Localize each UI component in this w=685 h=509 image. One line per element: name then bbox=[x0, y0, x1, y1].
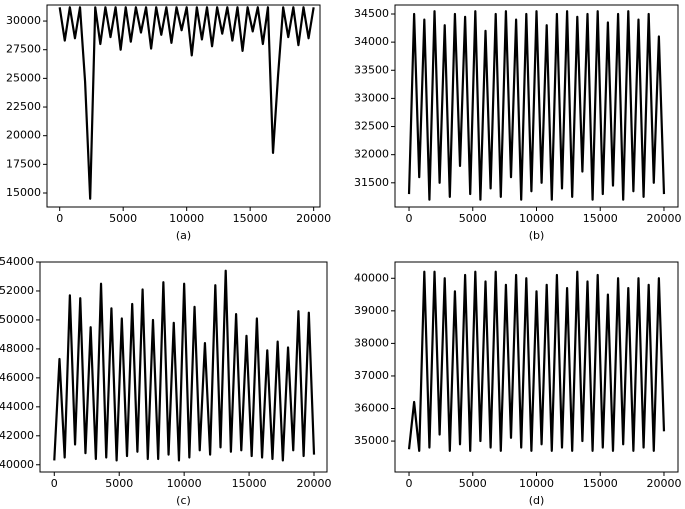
x-axis-label: (d) bbox=[529, 494, 545, 507]
x-axis-label: (b) bbox=[529, 229, 545, 242]
x-tick-label: 20000 bbox=[296, 212, 331, 225]
x-tick-label: 5000 bbox=[105, 477, 133, 490]
x-tick-label: 0 bbox=[56, 212, 63, 225]
y-tick-label: 25000 bbox=[6, 71, 41, 84]
y-tick-label: 15000 bbox=[6, 186, 41, 199]
x-tick-label: 10000 bbox=[519, 212, 554, 225]
x-tick-label: 20000 bbox=[646, 212, 681, 225]
y-tick-label: 27500 bbox=[6, 43, 41, 56]
axes-frame bbox=[39, 261, 328, 473]
y-tick-label: 31500 bbox=[354, 176, 389, 189]
y-tick-label: 33000 bbox=[354, 91, 389, 104]
y-tick-label: 46000 bbox=[0, 371, 34, 384]
x-tick-label: 15000 bbox=[233, 212, 268, 225]
y-tick-label: 40000 bbox=[354, 271, 389, 284]
y-tick-label: 42000 bbox=[0, 429, 34, 442]
x-tick-label: 0 bbox=[406, 212, 413, 225]
y-tick-label: 36000 bbox=[354, 402, 389, 415]
y-tick-label: 44000 bbox=[0, 400, 34, 413]
y-tick-label: 37000 bbox=[354, 369, 389, 382]
y-tick-label: 50000 bbox=[0, 313, 34, 326]
y-tick-label: 32000 bbox=[354, 148, 389, 161]
y-tick-label: 17500 bbox=[6, 157, 41, 170]
y-tick-label: 40000 bbox=[0, 458, 34, 471]
x-tick-label: 5000 bbox=[459, 212, 487, 225]
x-tick-label: 5000 bbox=[109, 212, 137, 225]
y-tick-label: 52000 bbox=[0, 284, 34, 297]
y-tick-label: 32500 bbox=[354, 120, 389, 133]
x-tick-label: 5000 bbox=[459, 477, 487, 490]
x-tick-label: 15000 bbox=[583, 212, 618, 225]
x-tick-label: 20000 bbox=[646, 477, 681, 490]
x-tick-label: 0 bbox=[406, 477, 413, 490]
y-tick-label: 48000 bbox=[0, 342, 34, 355]
line bbox=[58, 6, 315, 200]
y-tick-label: 20000 bbox=[6, 129, 41, 142]
y-tick-label: 34000 bbox=[354, 35, 389, 48]
x-axis-label: (c) bbox=[176, 494, 191, 507]
line bbox=[407, 270, 666, 452]
x-axis-label: (a) bbox=[176, 229, 191, 242]
y-tick-label: 54000 bbox=[0, 255, 34, 268]
x-tick-label: 15000 bbox=[583, 477, 618, 490]
y-tick-label: 38000 bbox=[354, 336, 389, 349]
line bbox=[407, 10, 666, 201]
x-tick-label: 0 bbox=[51, 477, 58, 490]
x-tick-label: 10000 bbox=[519, 477, 554, 490]
y-tick-label: 39000 bbox=[354, 304, 389, 317]
x-tick-label: 15000 bbox=[232, 477, 267, 490]
y-tick-label: 35000 bbox=[354, 434, 389, 447]
y-tick-label: 22500 bbox=[6, 100, 41, 113]
x-tick-label: 10000 bbox=[167, 477, 202, 490]
axes-frame bbox=[46, 4, 321, 208]
y-tick-label: 30000 bbox=[6, 14, 41, 27]
y-tick-label: 33500 bbox=[354, 63, 389, 76]
x-tick-label: 10000 bbox=[169, 212, 204, 225]
line bbox=[53, 269, 316, 462]
y-tick-label: 34500 bbox=[354, 7, 389, 20]
x-tick-label: 20000 bbox=[297, 477, 332, 490]
